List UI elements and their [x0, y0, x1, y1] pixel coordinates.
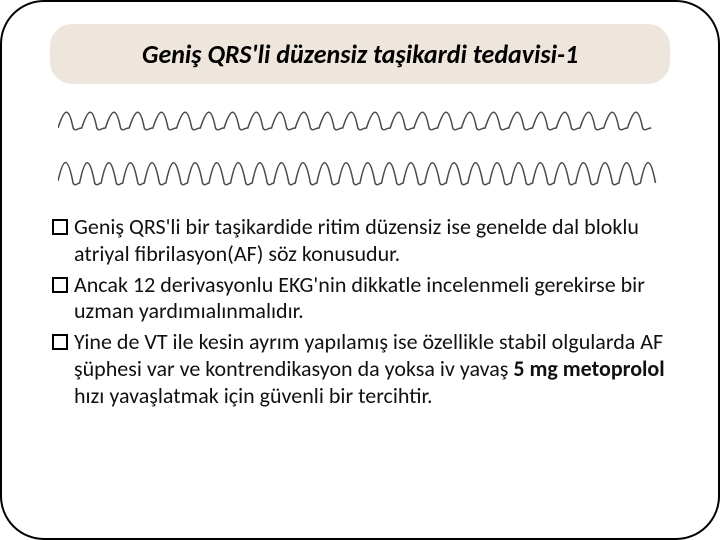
ecg-strip-1	[58, 98, 662, 144]
bullet-checkbox-icon	[52, 277, 68, 293]
slide-title: Geniş QRS'li düzensiz taşikardi tedavisi…	[68, 38, 652, 70]
bold-run: 5 mg metoprolol	[513, 355, 664, 382]
ecg-waveform-2	[58, 163, 656, 185]
bullet-item: Yine de VT ile kesin ayrım yapılamış ise…	[52, 329, 668, 409]
slide-frame: Geniş QRS'li düzensiz taşikardi tedavisi…	[0, 0, 720, 540]
bullet-item: Geniş QRS'li bir taşikardide ritim düzen…	[52, 214, 668, 268]
ecg-strip-2	[58, 149, 662, 195]
ecg-block	[58, 98, 662, 200]
title-box: Geniş QRS'li düzensiz taşikardi tedavisi…	[50, 24, 670, 84]
bullet-text: Ancak 12 derivasyonlu EKG'nin dikkatle i…	[74, 272, 668, 326]
text-run: Ancak 12 derivasyonlu EKG'nin dikkatle i…	[74, 271, 645, 325]
bullet-text: Geniş QRS'li bir taşikardide ritim düzen…	[74, 214, 668, 268]
text-run: hızı yavaşlatmak için güvenli bir tercih…	[74, 382, 433, 409]
bullet-item: Ancak 12 derivasyonlu EKG'nin dikkatle i…	[52, 272, 668, 326]
text-run: Geniş QRS'li bir taşikardide ritim düzen…	[74, 213, 639, 267]
ecg-waveform-1	[58, 112, 651, 130]
body-text: Geniş QRS'li bir taşikardide ritim düzen…	[52, 214, 668, 410]
bullet-text: Yine de VT ile kesin ayrım yapılamış ise…	[74, 329, 668, 409]
bullet-checkbox-icon	[52, 219, 68, 235]
bullet-checkbox-icon	[52, 334, 68, 350]
